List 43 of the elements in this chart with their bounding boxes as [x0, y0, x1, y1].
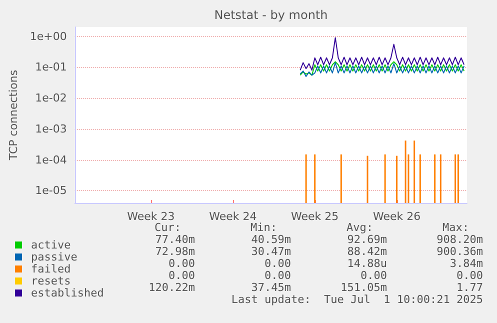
text: 0.00	[264, 257, 292, 270]
y-tick-label: 1e-05	[35, 184, 67, 198]
text: 30.47m	[251, 245, 292, 258]
legend-label: active	[31, 238, 71, 252]
legend-label: failed	[31, 262, 71, 276]
text: Avg:	[346, 221, 374, 234]
y-axis-title: TCP connections	[7, 70, 20, 162]
text: 900.36m	[436, 245, 484, 258]
text: Cur:	[154, 221, 182, 234]
text: 908.20m	[436, 233, 484, 246]
y-tick-label: 1e-01	[35, 60, 67, 74]
y-tick-label: 1e-04	[35, 153, 67, 166]
x-tick-label: Week 23	[127, 210, 175, 223]
text: 77.40m	[155, 233, 196, 246]
text: 37.45m	[251, 281, 292, 294]
x-tick-label: Week 26	[372, 210, 421, 223]
text: 3.84m	[450, 257, 484, 270]
x-tick-label: Week 24	[209, 210, 257, 223]
text: 0.00	[168, 257, 196, 270]
legend-label: resets	[31, 274, 71, 288]
text: 0.00	[264, 269, 292, 282]
text: Max:	[442, 221, 470, 234]
y-tick-label: 1e-02	[35, 92, 67, 105]
text: 88.42m	[347, 245, 388, 258]
text: 92.69m	[347, 233, 388, 246]
line-series	[300, 37, 465, 71]
legend-label: passive	[31, 250, 78, 264]
text: Last update: Tue Jul 1 10:00:21 2025	[231, 293, 484, 306]
y-tick-label: 1e-03	[35, 122, 67, 136]
chart-title: Netstat - by month	[214, 8, 328, 22]
legend-label: established	[31, 286, 104, 300]
text: 72.98m	[155, 245, 196, 258]
text: 0.00	[360, 269, 388, 282]
text: 0.00	[456, 269, 484, 282]
text: 120.22m	[148, 281, 196, 294]
text: 40.59m	[251, 233, 292, 246]
text: 14.88u	[347, 257, 388, 270]
text: 0.00	[168, 269, 196, 282]
text: Min:	[250, 221, 278, 234]
x-tick-label: Week 25	[291, 210, 339, 223]
text: 151.05m	[340, 281, 388, 294]
y-tick-label: 1e+00	[30, 30, 67, 43]
text: 1.77	[456, 281, 484, 294]
